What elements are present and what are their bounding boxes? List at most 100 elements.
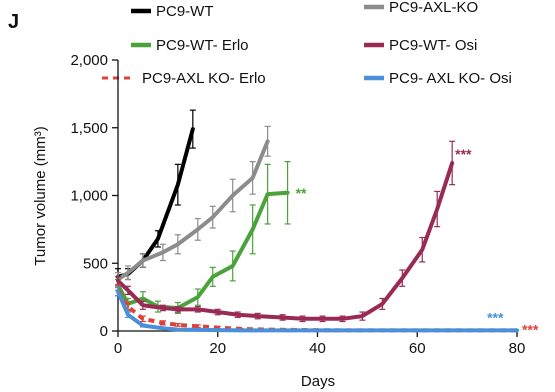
data-point	[450, 161, 454, 165]
data-point	[256, 314, 259, 318]
data-point	[381, 302, 384, 306]
data-point	[316, 329, 319, 332]
significance-marker: ***	[522, 321, 539, 337]
data-point	[236, 313, 239, 316]
data-point	[286, 191, 289, 194]
data-point	[176, 243, 180, 246]
series-line	[116, 139, 270, 282]
legend-item: PC9-WT- Erlo	[131, 37, 249, 54]
data-point	[515, 329, 519, 332]
data-point	[361, 314, 364, 318]
y-tick-label: 1,500	[70, 120, 108, 137]
legend-label: PC9-WT- Osi	[389, 37, 477, 54]
series-2	[115, 125, 271, 287]
legend-item: PC9-WT	[131, 3, 214, 20]
x-axis-title: Days	[301, 373, 335, 390]
data-point	[440, 329, 444, 332]
data-point	[241, 329, 244, 332]
data-point	[321, 317, 324, 321]
legend-item: PC9-WT- Osi	[364, 37, 477, 54]
data-point	[126, 271, 130, 274]
data-point	[251, 228, 254, 231]
data-point	[281, 316, 284, 319]
legend-item: PC9- AXL KO- Osi	[364, 70, 512, 87]
data-point	[196, 308, 199, 311]
legend-label: PC9-AXL KO- Erlo	[142, 70, 266, 87]
series-3	[115, 161, 291, 314]
data-point	[196, 228, 199, 231]
data-point	[141, 317, 145, 321]
x-tick-label: 60	[409, 340, 426, 357]
y-tick-label: 1,000	[70, 188, 108, 205]
data-point	[301, 317, 304, 321]
data-point	[126, 313, 130, 316]
data-point	[266, 192, 269, 196]
data-point	[196, 295, 199, 299]
data-point	[141, 324, 145, 327]
data-point	[191, 127, 195, 131]
data-point	[490, 329, 494, 332]
data-point	[176, 308, 180, 311]
data-point	[141, 304, 145, 307]
y-tick-label: 0	[100, 323, 108, 340]
data-point	[216, 328, 219, 332]
data-point	[231, 264, 234, 268]
data-point	[161, 306, 165, 310]
legend-item: PC9-AXL-KO	[364, 0, 478, 16]
panel-letter: J	[8, 11, 19, 33]
data-point	[366, 329, 369, 332]
legend-label: PC9-AXL-KO	[389, 0, 478, 16]
data-point	[266, 140, 269, 143]
data-point	[231, 194, 234, 197]
data-point	[141, 259, 145, 262]
series-4	[115, 140, 456, 323]
data-point	[251, 176, 254, 180]
data-point	[291, 329, 294, 332]
data-point	[196, 328, 199, 332]
data-point	[416, 329, 419, 332]
data-point	[421, 248, 424, 251]
data-point	[176, 183, 180, 186]
data-point	[161, 321, 165, 325]
data-point	[211, 215, 214, 219]
data-point	[156, 237, 160, 241]
legend-item: PC9-AXL KO- Erlo	[102, 70, 266, 87]
data-point	[266, 329, 269, 332]
data-point	[126, 305, 130, 308]
x-tick-label: 0	[114, 340, 122, 357]
significance-marker: **	[296, 185, 307, 201]
x-tick-label: 80	[509, 340, 526, 357]
series-1	[115, 109, 196, 286]
data-point	[176, 323, 180, 327]
data-point	[196, 325, 199, 328]
data-point	[436, 207, 439, 211]
data-point	[126, 289, 130, 292]
series-line	[116, 160, 455, 321]
x-ticks: 0 20 40 60 80	[114, 331, 526, 357]
y-axis-title: Tumor volume (mm³)	[32, 126, 49, 265]
series-6	[115, 287, 519, 333]
y-ticks: 0 500 1,000 1,500 2,000	[70, 52, 118, 340]
significance-marker: ***	[455, 146, 472, 162]
data-point	[176, 328, 180, 331]
legend-label: PC9-WT- Erlo	[156, 37, 249, 54]
data-point	[211, 275, 214, 278]
data-point	[116, 279, 120, 283]
data-point	[161, 327, 165, 330]
data-point	[116, 290, 120, 293]
legend: PC9-WT PC9-AXL-KO PC9-WT- Erlo PC9-WT- Osi P…	[102, 0, 512, 87]
data-point	[341, 329, 344, 332]
series-layer: ***********	[115, 109, 539, 337]
data-point	[465, 329, 469, 332]
x-tick-label: 20	[209, 340, 226, 357]
data-point	[141, 297, 145, 300]
y-tick-label: 2,000	[70, 52, 108, 69]
data-point	[391, 329, 394, 332]
series-line	[116, 190, 290, 310]
data-point	[216, 310, 219, 314]
significance-marker: ***	[487, 309, 504, 325]
data-point	[341, 317, 344, 321]
legend-label: PC9- AXL KO- Osi	[389, 70, 512, 87]
